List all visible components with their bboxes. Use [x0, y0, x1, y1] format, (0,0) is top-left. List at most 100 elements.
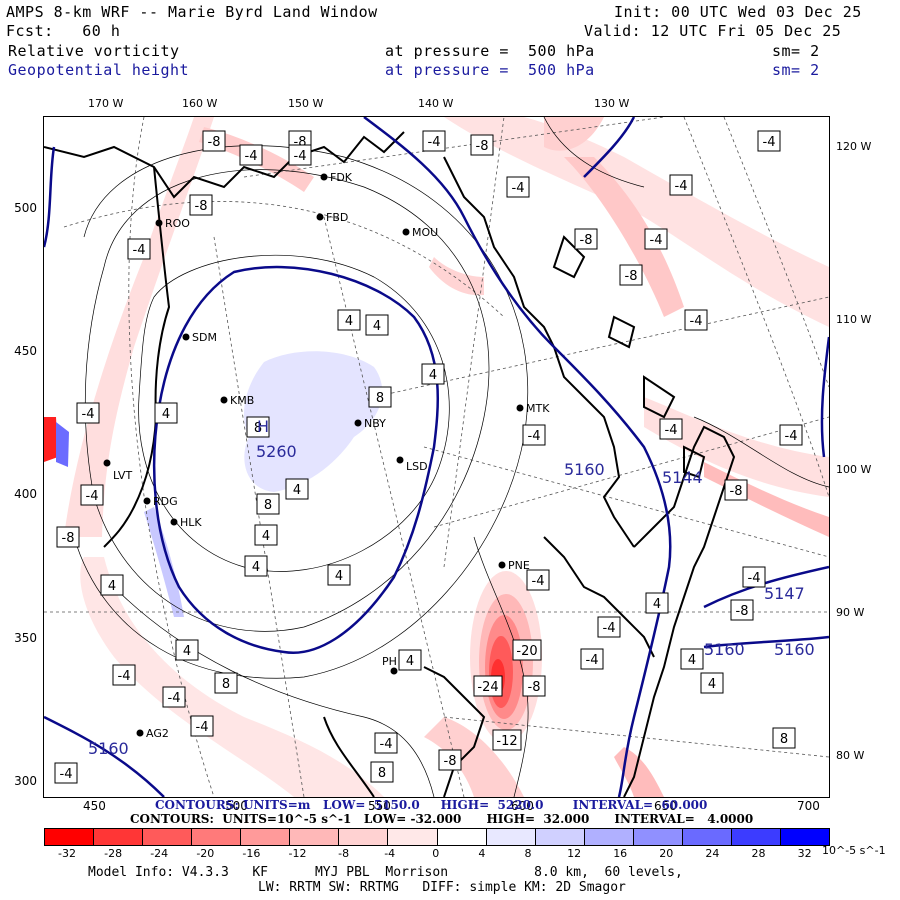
vort-label: -4: [245, 149, 258, 164]
vort-label: -4: [118, 669, 131, 684]
station-label: LVT: [113, 469, 132, 482]
colorbar-cell: [584, 829, 634, 845]
vort-label: 4: [688, 653, 696, 668]
vort-label: 4: [252, 560, 260, 575]
vort-label: -4: [532, 574, 545, 589]
x-tick-label: 700: [797, 799, 820, 813]
physics-info: LW: RRTM SW: RRTMG DIFF: simple KM: 2D S…: [258, 880, 626, 895]
vort-label: -4: [690, 314, 703, 329]
vort-label: -4: [586, 653, 599, 668]
colorbar-tick-label: -28: [104, 847, 123, 860]
vort-label: 4: [429, 368, 437, 383]
height-label: 5144: [662, 468, 703, 487]
y-tick-label: 300: [14, 774, 37, 788]
colorbar-tick-label: -32: [58, 847, 76, 860]
vort-label: -4: [763, 135, 776, 150]
vort-label: 4: [162, 407, 170, 422]
station-label: RDG: [153, 495, 178, 508]
vort-label: 4: [335, 569, 343, 584]
station-label: HLK: [180, 516, 202, 529]
height-contour-info: CONTOURS: UNITS=m LOW= 5150.0 HIGH= 5220…: [155, 798, 708, 812]
vort-label: 8: [780, 732, 788, 747]
colorbar-cell: [241, 829, 291, 845]
colorbar-cell: [633, 829, 683, 845]
height-value-labels: H 5260 5160 5147 5160 5160 5144 5160: [88, 417, 815, 758]
forecast-hour: Fcst: 60 h: [6, 22, 121, 40]
colorbar-cell: [290, 829, 340, 845]
vort-label: -4: [380, 737, 393, 752]
vort-label: -8: [62, 531, 75, 546]
height-label: 5147: [764, 584, 805, 603]
vort-label: -8: [208, 135, 221, 150]
vorticity-contour-info: CONTOURS: UNITS=10^-5 s^-1 LOW= -32.000 …: [130, 812, 754, 826]
colorbar-units: 10^-5 s^-1: [822, 844, 886, 857]
field2-name: Geopotential height: [8, 61, 190, 79]
vort-label: -4: [196, 720, 209, 735]
vort-label: -4: [60, 767, 73, 782]
colorbar-tick-label: -20: [196, 847, 215, 860]
colorbar-cell: [535, 829, 585, 845]
colorbar-cell: [339, 829, 389, 845]
colorbar-tick-label: 0: [432, 847, 440, 860]
lon-label-right: 110 W: [836, 313, 872, 326]
vort-label: 4: [183, 644, 191, 659]
vort-label: 4: [653, 597, 661, 612]
x-tick-label: 500: [225, 799, 248, 813]
vort-label: -4: [82, 407, 95, 422]
station-label: FBD: [326, 211, 348, 224]
lon-label-top: 170 W: [88, 97, 124, 110]
vort-label: 8: [376, 391, 384, 406]
vorticity-shading: [44, 117, 829, 797]
station-label: AG2: [146, 727, 169, 740]
vort-label: -4: [86, 489, 99, 504]
vort-label: -4: [675, 179, 688, 194]
vort-label: 8: [264, 498, 272, 513]
lon-label-top: 150 W: [288, 97, 324, 110]
vort-label: -4: [665, 423, 678, 438]
field1-smooth: sm= 2: [772, 42, 820, 60]
valid-time: Valid: 12 UTC Fri 05 Dec 25: [584, 22, 842, 40]
colorbar-tick-label: 12: [567, 847, 582, 860]
station-label: KMB: [230, 394, 254, 407]
field1-name: Relative vorticity: [8, 42, 180, 60]
vort-label: -8: [195, 199, 208, 214]
station-label: LSD: [406, 460, 428, 473]
colorbar-tick-label: -4: [384, 847, 396, 860]
vort-label: 4: [373, 319, 381, 334]
vort-label: -4: [603, 621, 616, 636]
map-panel: -8 -4 -8 -4 -8 -4 -4 -8 -4 -8 -8 -4 -4 -…: [43, 116, 830, 798]
y-tick-label: 350: [14, 631, 37, 645]
vort-label: -4: [168, 691, 181, 706]
lon-label-top: 160 W: [182, 97, 218, 110]
vort-label: -4: [785, 429, 798, 444]
height-contours: [44, 117, 829, 797]
vort-label: -4: [512, 181, 525, 196]
colorbar-tick-label: -12: [288, 847, 307, 860]
vort-label: -4: [428, 135, 441, 150]
height-label: 5160: [774, 640, 815, 659]
lon-label-right: 90 W: [836, 606, 865, 619]
station-label: SDM: [192, 331, 217, 344]
vort-label: 4: [345, 314, 353, 329]
vort-label: -4: [294, 149, 307, 164]
vort-label: -20: [516, 644, 537, 659]
colorbar-tick-label: -24: [150, 847, 169, 860]
station-label: ROO: [165, 217, 190, 230]
colorbar-tick-label: -8: [338, 847, 350, 860]
height-label: 5160: [704, 640, 745, 659]
vort-label: -8: [736, 604, 749, 619]
colorbar-tick-label: 28: [751, 847, 766, 860]
vort-label: -8: [580, 233, 593, 248]
stations: FDK FBD MOU ROO SDM KMB NBY MTK LVT RDG …: [103, 171, 550, 740]
colorbar-tick-label: 24: [705, 847, 720, 860]
map-canvas: -8 -4 -8 -4 -8 -4 -4 -8 -4 -8 -8 -4 -4 -…: [44, 117, 829, 797]
x-tick-label: 600: [511, 799, 534, 813]
x-tick-label: 550: [368, 799, 391, 813]
vort-label: -24: [477, 680, 498, 695]
vort-label: 4: [262, 529, 270, 544]
colorbar-cell: [437, 829, 487, 845]
colorbar-tick-label: 16: [613, 847, 628, 860]
vort-label: -4: [650, 233, 663, 248]
vort-label: -8: [625, 269, 638, 284]
height-label: 5160: [88, 739, 129, 758]
